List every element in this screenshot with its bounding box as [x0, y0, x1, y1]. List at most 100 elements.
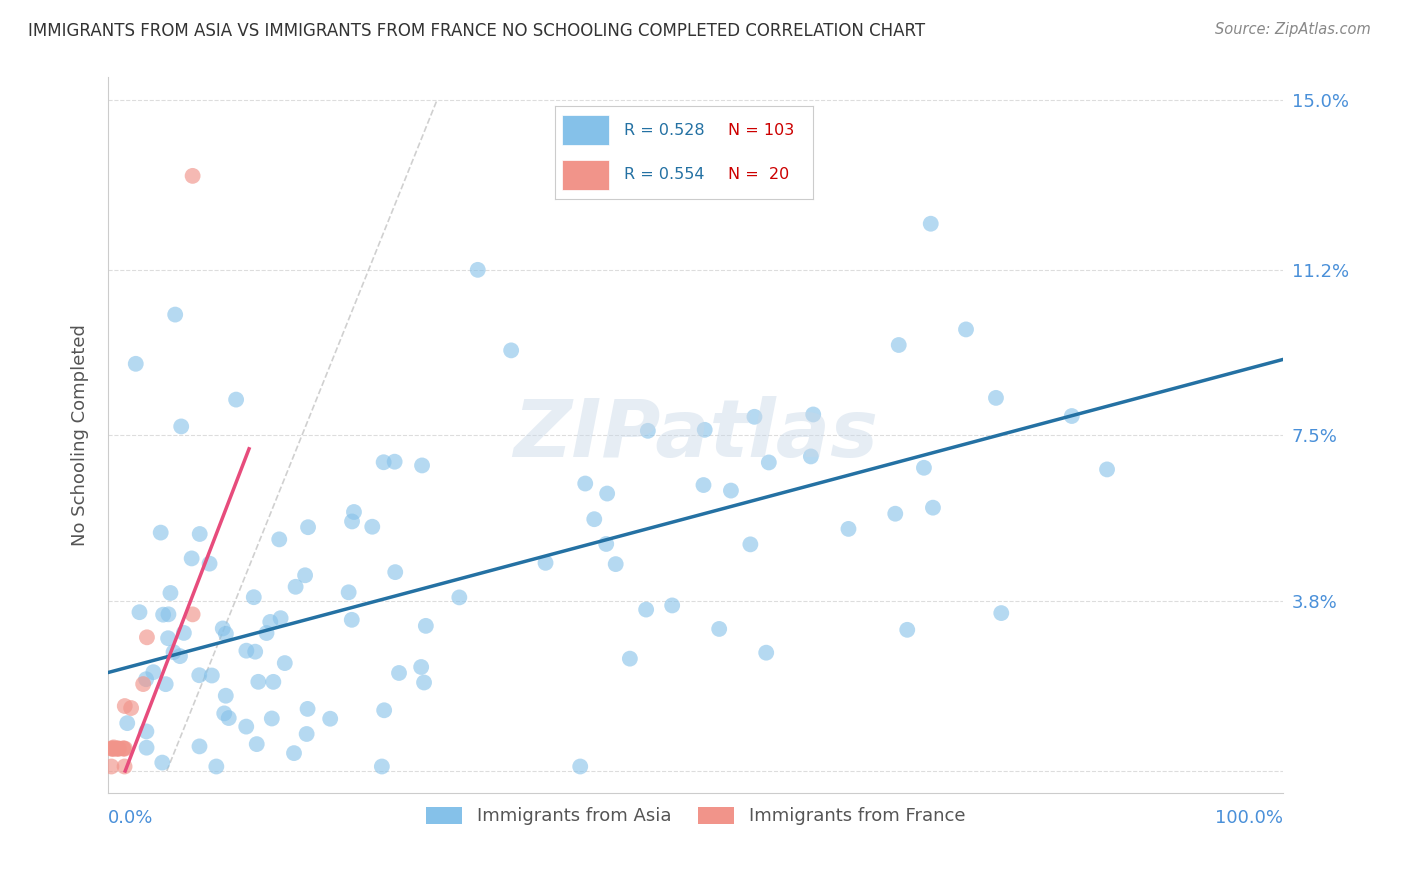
Point [170, 419, 193, 434]
Point [371, 759, 394, 773]
Point [319, 712, 342, 726]
Point [235, 720, 257, 734]
Point [132, 677, 155, 691]
Point [501, 343, 523, 358]
Point [297, 520, 319, 534]
Point [297, 702, 319, 716]
Point [912, 460, 935, 475]
Point [100, 741, 122, 756]
Point [990, 606, 1012, 620]
Point [636, 602, 658, 616]
Point [295, 727, 318, 741]
Point [720, 483, 742, 498]
Point [294, 568, 316, 582]
Point [136, 630, 159, 644]
Point [181, 607, 204, 622]
Point [149, 525, 172, 540]
Point [884, 507, 907, 521]
Point [343, 505, 366, 519]
Point [188, 668, 211, 682]
Point [800, 450, 823, 464]
Point [112, 741, 135, 756]
Point [619, 651, 641, 665]
Point [115, 716, 138, 731]
Point [114, 759, 136, 773]
Point [574, 476, 596, 491]
Point [596, 486, 619, 500]
Point [955, 322, 977, 336]
Point [198, 557, 221, 571]
Y-axis label: No Schooling Completed: No Schooling Completed [72, 325, 89, 546]
Point [180, 551, 202, 566]
Point [270, 611, 292, 625]
Point [269, 533, 291, 547]
Point [188, 527, 211, 541]
Point [188, 739, 211, 754]
Point [142, 665, 165, 680]
Point [284, 580, 307, 594]
Text: IMMIGRANTS FROM ASIA VS IMMIGRANTS FROM FRANCE NO SCHOOLING COMPLETED CORRELATIO: IMMIGRANTS FROM ASIA VS IMMIGRANTS FROM … [28, 22, 925, 40]
Point [595, 537, 617, 551]
Point [247, 674, 270, 689]
Point [1095, 462, 1118, 476]
Point [262, 674, 284, 689]
Point [755, 646, 778, 660]
Point [411, 458, 433, 473]
Point [373, 703, 395, 717]
Point [103, 740, 125, 755]
Point [235, 643, 257, 657]
Point [373, 455, 395, 469]
Point [637, 424, 659, 438]
Point [114, 741, 136, 756]
Point [135, 672, 157, 686]
Point [135, 724, 157, 739]
Point [101, 741, 124, 756]
Point [211, 622, 233, 636]
Point [801, 408, 824, 422]
Point [112, 741, 135, 756]
Point [101, 741, 124, 756]
Point [165, 308, 187, 322]
Point [225, 392, 247, 407]
Point [242, 591, 264, 605]
Point [1060, 409, 1083, 423]
Point [157, 607, 180, 622]
Point [569, 759, 592, 773]
Legend: Immigrants from Asia, Immigrants from France: Immigrants from Asia, Immigrants from Fr… [418, 797, 974, 834]
Point [128, 605, 150, 619]
Point [693, 423, 716, 437]
Point [218, 711, 240, 725]
Point [384, 455, 406, 469]
Point [283, 746, 305, 760]
Point [661, 599, 683, 613]
Point [340, 613, 363, 627]
Point [384, 565, 406, 579]
Point [105, 741, 128, 756]
Point [887, 338, 910, 352]
Point [107, 741, 129, 756]
Point [150, 756, 173, 770]
Point [162, 645, 184, 659]
Point [157, 632, 180, 646]
Point [246, 737, 269, 751]
Point [152, 607, 174, 622]
Point [212, 706, 235, 721]
Point [896, 623, 918, 637]
Point [740, 537, 762, 551]
Point [155, 677, 177, 691]
Point [837, 522, 859, 536]
Point [361, 520, 384, 534]
Point [411, 660, 433, 674]
Point [169, 649, 191, 664]
Point [920, 217, 942, 231]
Point [259, 615, 281, 629]
Point [105, 741, 128, 756]
Point [922, 500, 945, 515]
Point [758, 455, 780, 469]
Point [159, 586, 181, 600]
Point [120, 701, 142, 715]
Point [260, 711, 283, 725]
Point [467, 263, 489, 277]
Point [274, 656, 297, 670]
Text: Source: ZipAtlas.com: Source: ZipAtlas.com [1215, 22, 1371, 37]
